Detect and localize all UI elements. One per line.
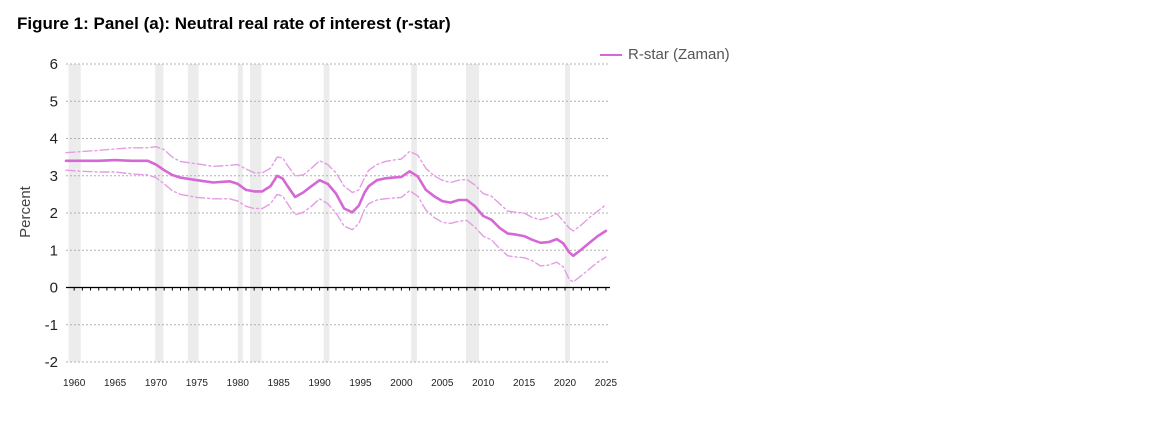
chart-legend: R-star (Zaman) — [600, 46, 730, 63]
y-tick-label--2: -2 — [45, 354, 58, 371]
x-tick-labels: 1960 1965 1970 1975 1980 1985 1990 1995 2000 2005… — [63, 378, 617, 389]
y-tick-label-5: 5 — [50, 93, 58, 110]
x-axis — [66, 286, 610, 291]
series-lines — [64, 145, 608, 283]
x-tick-label-2025: 2025 — [595, 378, 618, 389]
x-tick-label-1995: 1995 — [349, 378, 372, 389]
y-tick-label-0: 0 — [50, 280, 58, 297]
recession-band-2 — [187, 64, 199, 362]
y-tick-label--1: -1 — [45, 317, 58, 334]
confidence-band-upper — [65, 145, 607, 232]
x-tick-label-1980: 1980 — [227, 378, 250, 389]
x-tick-label-2015: 2015 — [513, 378, 536, 389]
x-tick-label-2000: 2000 — [390, 378, 413, 389]
y-tick-label-6: 6 — [50, 56, 58, 73]
grid-lines — [66, 63, 610, 363]
y-tick-label-4: 4 — [50, 131, 58, 148]
y-axis-label: Percent — [17, 185, 34, 238]
x-tick-label-1970: 1970 — [145, 378, 168, 389]
x-tick-label-1985: 1985 — [268, 378, 291, 389]
y-tick-label-3: 3 — [50, 168, 58, 185]
x-tick-label-1990: 1990 — [308, 378, 331, 389]
x-tick-label-1965: 1965 — [104, 378, 127, 389]
x-tick-label-1960: 1960 — [63, 378, 86, 389]
series-line-rstar — [64, 158, 608, 258]
confidence-band-lower — [65, 169, 607, 283]
legend-label-rstar: R-star (Zaman) — [628, 46, 730, 63]
y-tick-label-1: 1 — [50, 242, 58, 259]
chart-title: Figure 1: Panel (a): Neutral real rate o… — [17, 14, 451, 33]
x-tick-label-1975: 1975 — [186, 378, 209, 389]
x-tick-label-2010: 2010 — [472, 378, 495, 389]
y-tick-labels: 6 5 4 3 2 1 0 -1 -2 — [45, 56, 58, 371]
y-tick-label-2: 2 — [50, 205, 58, 222]
x-tick-label-2005: 2005 — [431, 378, 454, 389]
legend-swatch-rstar — [600, 53, 622, 56]
recession-band-3 — [237, 64, 243, 362]
x-tick-label-2020: 2020 — [554, 378, 577, 389]
